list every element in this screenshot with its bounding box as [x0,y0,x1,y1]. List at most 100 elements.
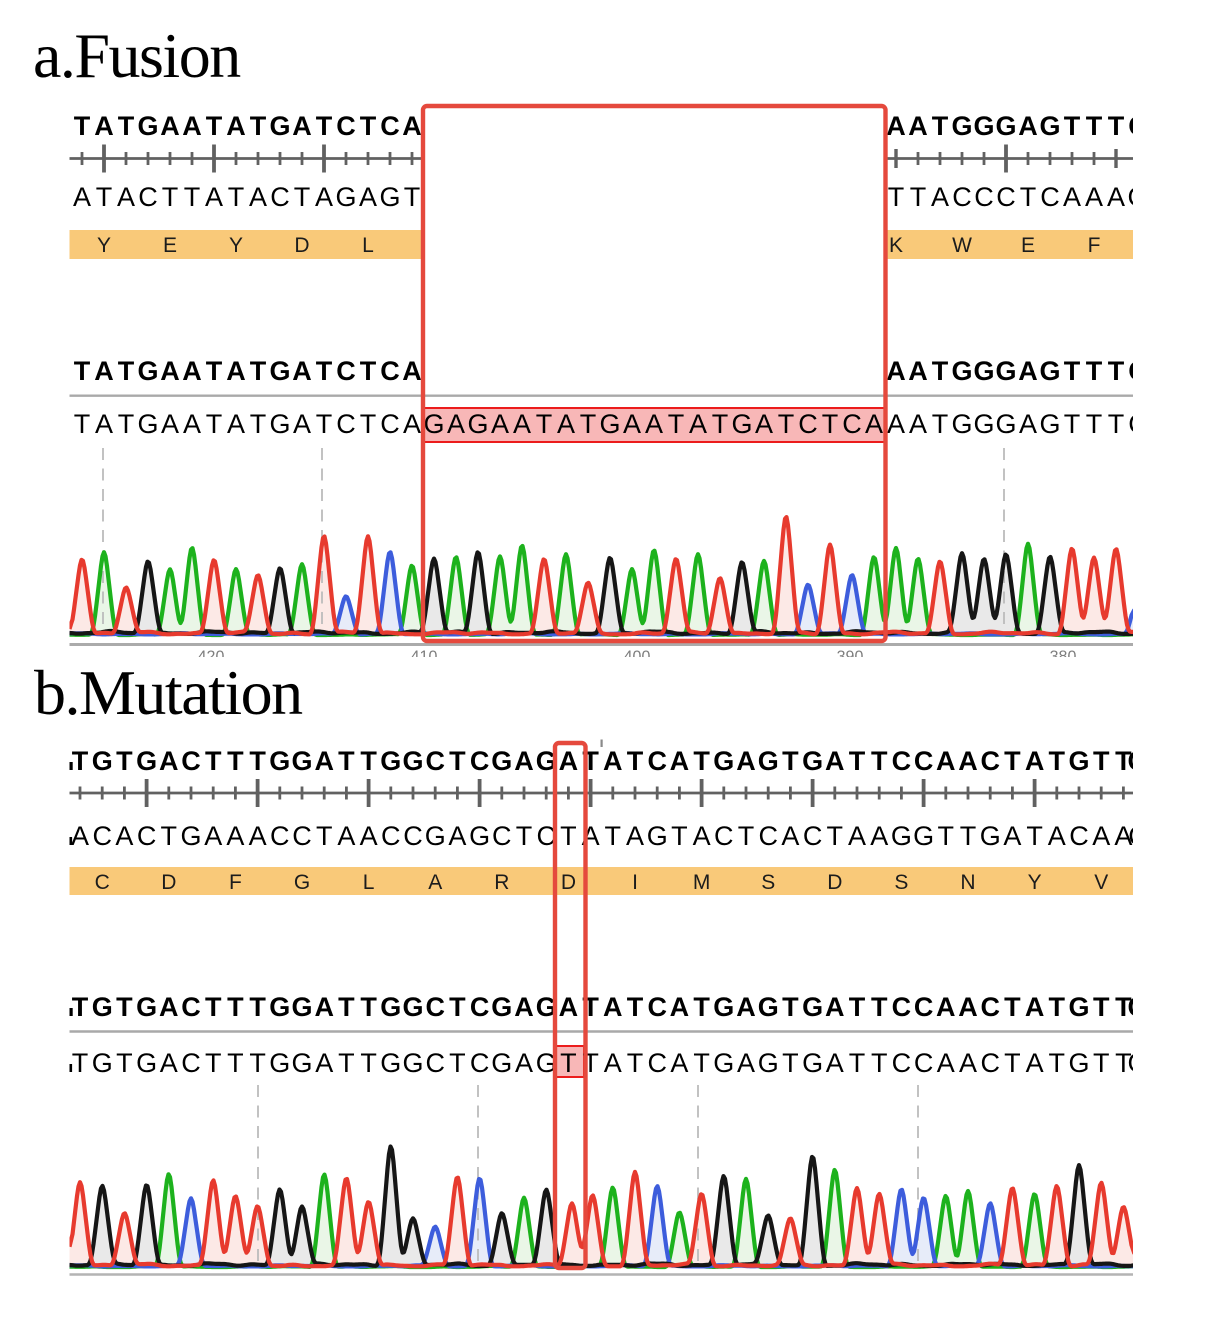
svg-text:T: T [782,746,799,776]
svg-text:G: G [491,1048,512,1078]
svg-text:G: G [136,746,157,776]
svg-text:G: G [951,409,972,439]
svg-text:C: C [803,821,823,851]
svg-text:T: T [932,409,949,439]
svg-text:G: G [758,992,779,1022]
svg-text:C: C [536,821,556,851]
svg-text:T: T [627,746,644,776]
svg-text:C: C [1128,821,1148,851]
svg-text:420: 420 [198,649,225,666]
svg-text:A: A [314,992,334,1022]
svg-text:G: G [1039,111,1060,141]
svg-text:T: T [449,992,466,1022]
svg-text:G: G [269,356,290,386]
svg-text:G: G [402,1048,423,1078]
svg-text:A: A [959,1048,977,1078]
svg-text:A: A [693,821,711,851]
svg-text:E: E [163,234,177,257]
svg-text:A: A [513,409,531,439]
svg-text:C: C [270,821,290,851]
svg-text:A: A [403,409,421,439]
svg-text:R: R [494,871,509,894]
svg-text:A: A [670,1048,688,1078]
svg-text:C: C [892,746,912,776]
svg-text:T: T [360,111,377,141]
svg-text:A: A [293,409,311,439]
svg-text:A: A [160,1048,178,1078]
svg-text:Y: Y [97,234,111,257]
svg-text:C: C [647,992,667,1022]
svg-text:G: G [291,992,312,1022]
svg-text:K: K [889,234,903,257]
svg-text:T: T [693,746,710,776]
svg-text:D: D [561,871,576,894]
svg-text:C: C [470,992,490,1022]
svg-text:A: A [182,111,202,141]
svg-text:T: T [871,746,888,776]
svg-text:G: G [973,356,994,386]
svg-text:T: T [72,1048,89,1078]
svg-text:C: C [974,182,994,212]
svg-text:C: C [292,821,312,851]
svg-text:G: G [291,746,312,776]
svg-text:G: G [335,182,356,212]
svg-text:C: C [1069,821,1089,851]
svg-text:T: T [1064,409,1081,439]
svg-text:A: A [645,409,663,439]
svg-text:G: G [891,821,912,851]
svg-text:T: T [360,746,377,776]
svg-text:G: G [402,992,423,1022]
svg-text:T: T [316,821,333,851]
svg-text:C: C [714,821,734,851]
svg-text:T: T [560,821,577,851]
svg-text:E: E [1021,234,1035,257]
svg-text:A: A [428,871,442,894]
svg-text:G: G [802,992,823,1022]
svg-text:A: A [359,182,377,212]
svg-text:A: A [73,182,91,212]
svg-text:A: A [908,356,928,386]
svg-text:A: A [826,1048,844,1078]
svg-text:C: C [470,1048,490,1078]
svg-text:A: A [1019,409,1037,439]
svg-text:T: T [360,992,377,1022]
svg-text:A: A [226,111,246,141]
svg-text:C: C [1128,111,1148,141]
svg-text:A: A [1026,1048,1044,1078]
svg-text:A: A [95,409,113,439]
svg-text:A: A [1107,182,1125,212]
svg-text:C: C [758,821,778,851]
svg-text:C: C [1040,182,1060,212]
svg-text:A: A [559,992,579,1022]
svg-text:G: G [802,746,823,776]
svg-text:C: C [138,182,158,212]
svg-text:A: A [315,1048,333,1078]
svg-text:C: C [647,746,667,776]
svg-text:T: T [849,1048,866,1078]
svg-text:A: A [182,356,202,386]
svg-text:T: T [118,111,135,141]
svg-text:A: A [447,409,465,439]
svg-text:C: C [270,182,290,212]
svg-text:A: A [781,821,799,851]
svg-text:T: T [162,182,179,212]
svg-text:W: W [952,234,972,257]
svg-text:Y: Y [229,234,243,257]
svg-text:G: G [973,111,994,141]
svg-text:T: T [938,821,955,851]
svg-text:C: C [647,1048,667,1078]
svg-text:A: A [314,746,334,776]
svg-text:A: A [670,746,690,776]
svg-text:G: G [137,409,158,439]
svg-text:C: C [181,1048,201,1078]
svg-text:T: T [1004,992,1021,1022]
svg-text:G: G [469,821,490,851]
svg-text:A: A [249,182,267,212]
svg-text:T: T [72,746,89,776]
svg-text:A: A [227,409,245,439]
svg-text:T: T [849,746,866,776]
svg-text:T: T [738,821,755,851]
svg-text:A: A [160,356,180,386]
svg-text:410: 410 [411,649,438,666]
svg-text:C: C [1128,409,1148,439]
